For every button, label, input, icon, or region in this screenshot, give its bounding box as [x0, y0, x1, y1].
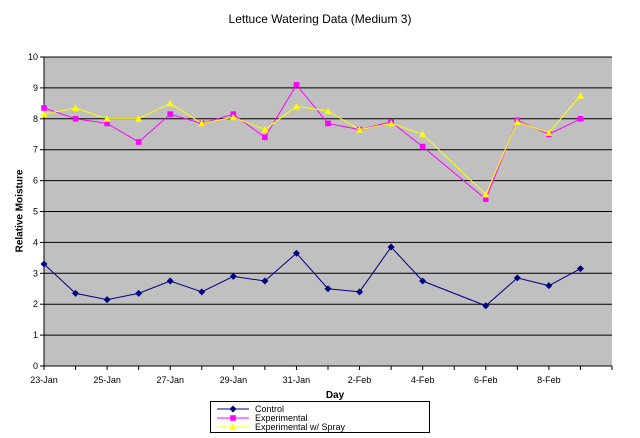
legend-swatch-control — [217, 405, 249, 413]
data-point-experimental-spray — [387, 119, 395, 127]
data-point-control — [72, 289, 80, 297]
data-point-control — [261, 277, 269, 285]
y-tick-label: 8 — [33, 114, 38, 124]
legend-item-control: Control — [211, 404, 429, 414]
data-point-experimental — [577, 116, 584, 122]
data-point-control — [40, 260, 48, 268]
data-point-control — [135, 289, 143, 297]
data-point-control — [229, 272, 237, 280]
data-point-experimental-spray — [324, 107, 332, 115]
series-control — [40, 243, 584, 310]
data-point-control — [419, 277, 427, 285]
data-point-experimental-spray — [166, 99, 174, 107]
legend-marker — [230, 415, 236, 421]
y-tick-label: 10 — [28, 52, 38, 62]
legend-swatch-experimental — [217, 415, 249, 421]
chart-title: Lettuce Watering Data (Medium 3) — [228, 12, 412, 26]
data-point-control — [545, 282, 553, 290]
legend-item-experimental-spray: Experimental w/ Spray — [211, 422, 429, 432]
data-point-experimental-spray — [545, 129, 553, 136]
data-point-control — [482, 302, 490, 310]
data-point-experimental — [419, 143, 426, 150]
data-point-experimental-spray — [292, 102, 300, 110]
legend-swatch-experimental-spray — [217, 423, 249, 430]
legend-label-experimental: Experimental — [255, 413, 308, 423]
y-tick-label: 9 — [33, 83, 38, 93]
data-point-control — [103, 296, 111, 304]
data-point-experimental-spray — [513, 118, 521, 125]
data-point-experimental-spray — [103, 115, 111, 122]
x-tick-label: 25-Jan — [93, 375, 121, 385]
data-point-experimental — [167, 111, 174, 117]
y-tick-label: 6 — [33, 176, 38, 186]
data-point-experimental — [135, 139, 142, 145]
legend-label-control: Control — [255, 404, 285, 414]
series-experimental-spray — [40, 92, 584, 198]
x-tick-label: 6-Feb — [474, 375, 498, 385]
legend: Control Experimental Experimental w/ Spr… — [210, 401, 430, 433]
data-point-experimental — [293, 82, 300, 88]
data-point-experimental-spray — [576, 92, 584, 99]
data-point-experimental — [41, 105, 47, 111]
x-axis-label: Day — [325, 390, 345, 401]
x-tick-label: 27-Jan — [156, 375, 184, 385]
data-point-control — [198, 288, 206, 296]
data-point-experimental-spray — [419, 130, 427, 138]
legend-marker — [229, 405, 237, 413]
data-point-experimental — [262, 134, 268, 141]
legend-label-experimental-spray: Experimental w/ Spray — [255, 422, 346, 432]
y-tick-label: 0 — [33, 361, 38, 371]
legend-marker — [229, 423, 237, 430]
y-tick-label: 5 — [33, 207, 38, 217]
x-tick-label: 8-Feb — [537, 375, 561, 385]
y-tick-label: 4 — [33, 237, 38, 247]
data-point-control — [292, 249, 300, 257]
data-point-experimental — [72, 116, 79, 122]
data-point-experimental-spray — [135, 115, 143, 122]
data-point-control — [356, 288, 364, 296]
data-point-experimental — [482, 196, 489, 202]
y-tick-label: 7 — [33, 145, 38, 155]
data-point-experimental-spray — [482, 191, 490, 198]
y-tick-label: 2 — [33, 299, 38, 309]
data-point-experimental-spray — [72, 104, 80, 111]
data-point-experimental-spray — [229, 113, 237, 121]
data-point-experimental-spray — [261, 126, 269, 133]
data-point-control — [513, 274, 521, 282]
data-point-control — [324, 285, 332, 293]
data-point-experimental-spray — [40, 110, 48, 118]
data-point-experimental — [325, 120, 331, 127]
x-tick-label: 31-Jan — [283, 375, 311, 385]
data-point-control — [576, 265, 584, 273]
data-point-experimental-spray — [198, 119, 206, 127]
data-point-control — [166, 277, 174, 285]
data-point-experimental-spray — [356, 126, 364, 133]
x-tick-label: 2-Feb — [348, 375, 372, 385]
data-point-control — [387, 243, 395, 251]
x-tick-label: 29-Jan — [220, 375, 248, 385]
data-point-experimental — [104, 120, 110, 127]
y-tick-label: 3 — [33, 268, 38, 278]
x-tick-label: 23-Jan — [30, 375, 58, 385]
x-tick-label: 4-Feb — [411, 375, 435, 385]
y-tick-label: 1 — [33, 330, 38, 340]
legend-item-experimental: Experimental — [211, 413, 429, 423]
